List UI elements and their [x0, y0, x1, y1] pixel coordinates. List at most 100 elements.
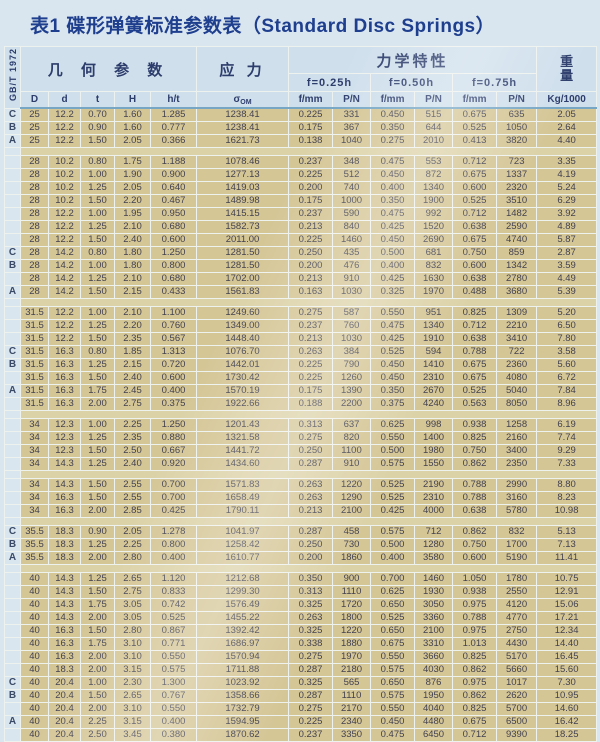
data-cell: 1.313	[149, 345, 198, 359]
table-row: 31.5 12.2 1.25 2.20 0.760 1349.00 0.237 760 0.47…	[4, 319, 598, 333]
data-cell: 5.20	[536, 306, 598, 320]
data-cell: 6.19	[536, 418, 598, 432]
series-letter-cell	[4, 306, 21, 320]
data-cell: 7.30	[536, 676, 598, 690]
data-cell: 1.75	[80, 384, 115, 398]
data-cell: 0.862	[452, 663, 498, 677]
series-letter-cell	[4, 181, 21, 195]
data-cell: 0.375	[370, 397, 416, 411]
table-row: C 31.5 16.3 0.80 1.85 1.313 1076.70 0.263 384 0.5…	[4, 345, 598, 359]
data-cell: 16.3	[48, 637, 81, 651]
data-cell: 515	[414, 107, 454, 122]
data-cell: 2190	[414, 478, 454, 492]
data-cell: 0.275	[288, 306, 334, 320]
data-cell: 6.29	[536, 194, 598, 208]
data-cell: 2100	[414, 624, 454, 638]
data-cell: 2.00	[80, 551, 115, 565]
data-cell: 5.87	[536, 233, 598, 247]
series-letter-cell: C	[4, 676, 21, 690]
series-letter-cell: A	[4, 715, 21, 729]
data-cell: 0.675	[452, 358, 498, 372]
data-cell: 1442.01	[196, 358, 290, 372]
data-cell: 0.200	[288, 551, 334, 565]
data-cell: 2.87	[536, 246, 598, 260]
data-cell: 1790.11	[196, 504, 290, 518]
data-cell: 0.425	[370, 220, 416, 234]
deflection-050h: f=0.50h	[370, 73, 454, 92]
data-cell: 8.23	[536, 491, 598, 505]
data-cell: 12.2	[48, 207, 81, 221]
col-D: D	[20, 91, 49, 109]
data-cell: 0.550	[370, 702, 416, 716]
data-cell: 1415.15	[196, 207, 290, 221]
data-cell: 2.50	[114, 444, 151, 458]
data-cell: 0.213	[288, 220, 334, 234]
data-cell: 1321.58	[196, 431, 290, 445]
data-cell: 4.49	[536, 272, 598, 286]
data-cell: 25	[20, 134, 49, 148]
data-cell: 0.467	[149, 194, 198, 208]
data-cell: 10.2	[48, 155, 81, 169]
data-cell: 0.525	[452, 194, 498, 208]
data-cell: 12.91	[536, 585, 598, 599]
table-row: 34 16.3 2.00 2.85 0.425 1790.11 0.213 2100 0.425…	[4, 504, 598, 518]
data-cell: 0.825	[452, 306, 498, 320]
table-row: B 25 12.2 0.90 1.60 0.777 1238.41 0.175 367 0.350…	[4, 121, 598, 135]
data-cell: 2.65	[114, 689, 151, 703]
data-cell: 34	[20, 444, 49, 458]
data-cell: 40	[20, 715, 49, 729]
data-cell: 0.225	[288, 715, 334, 729]
data-cell: 40	[20, 598, 49, 612]
data-cell: 14.3	[48, 598, 81, 612]
data-cell: 0.375	[149, 397, 198, 411]
data-cell: 790	[332, 358, 372, 372]
data-cell: 8050	[496, 397, 538, 411]
series-letter-cell	[4, 207, 21, 221]
data-cell: 5.13	[536, 525, 598, 539]
data-cell: 0.500	[370, 444, 416, 458]
data-cell: 0.433	[149, 285, 198, 299]
data-cell: 0.237	[288, 319, 334, 333]
data-cell: 1700	[496, 538, 538, 552]
data-cell: 1249.60	[196, 306, 290, 320]
data-cell: 1.80	[114, 259, 151, 273]
table-row: 28 10.2 1.00 1.90 0.900 1277.13 0.225 512 0.450 8…	[4, 168, 598, 182]
data-cell: 31.5	[20, 306, 49, 320]
data-cell: 0.880	[149, 431, 198, 445]
data-cell: 1970	[414, 285, 454, 299]
table-row: 31.5 12.2 1.00 2.10 1.100 1249.60 0.275 587 0.55…	[4, 306, 598, 320]
data-cell: 10.2	[48, 181, 81, 195]
data-cell: 565	[332, 676, 372, 690]
data-cell: 0.80	[80, 246, 115, 260]
data-cell: 722	[496, 345, 538, 359]
data-cell: 34	[20, 431, 49, 445]
series-letter-cell	[4, 194, 21, 208]
data-cell: 0.638	[452, 272, 498, 286]
data-cell: 2160	[496, 431, 538, 445]
data-cell: 14.3	[48, 572, 81, 586]
data-cell: 7.80	[536, 332, 598, 346]
data-cell: 1489.98	[196, 194, 290, 208]
table-row: 31.5 12.2 1.50 2.35 0.567 1448.40 0.213 1030 0.4…	[4, 332, 598, 346]
data-cell: 0.450	[370, 715, 416, 729]
data-cell: 40	[20, 676, 49, 690]
data-cell: 2170	[332, 702, 372, 716]
deflection-025h: f=0.25h	[288, 73, 372, 92]
data-cell: 0.175	[288, 194, 334, 208]
data-cell: 0.575	[370, 689, 416, 703]
data-cell: 28	[20, 181, 49, 195]
data-cell: 2.25	[80, 715, 115, 729]
separator-cell	[19, 517, 598, 526]
data-cell: 0.175	[288, 384, 334, 398]
data-cell: 1.050	[452, 572, 498, 586]
data-cell: 7.74	[536, 431, 598, 445]
data-cell: 0.90	[80, 121, 115, 135]
col-f-050: f/mm	[370, 91, 416, 109]
data-cell: 2.80	[114, 551, 151, 565]
data-cell: 3350	[332, 728, 372, 742]
data-cell: 0.638	[452, 332, 498, 346]
series-letter-cell: B	[4, 538, 21, 552]
data-cell: 1419.03	[196, 181, 290, 195]
data-cell: 4740	[496, 233, 538, 247]
data-cell: 31.5	[20, 384, 49, 398]
